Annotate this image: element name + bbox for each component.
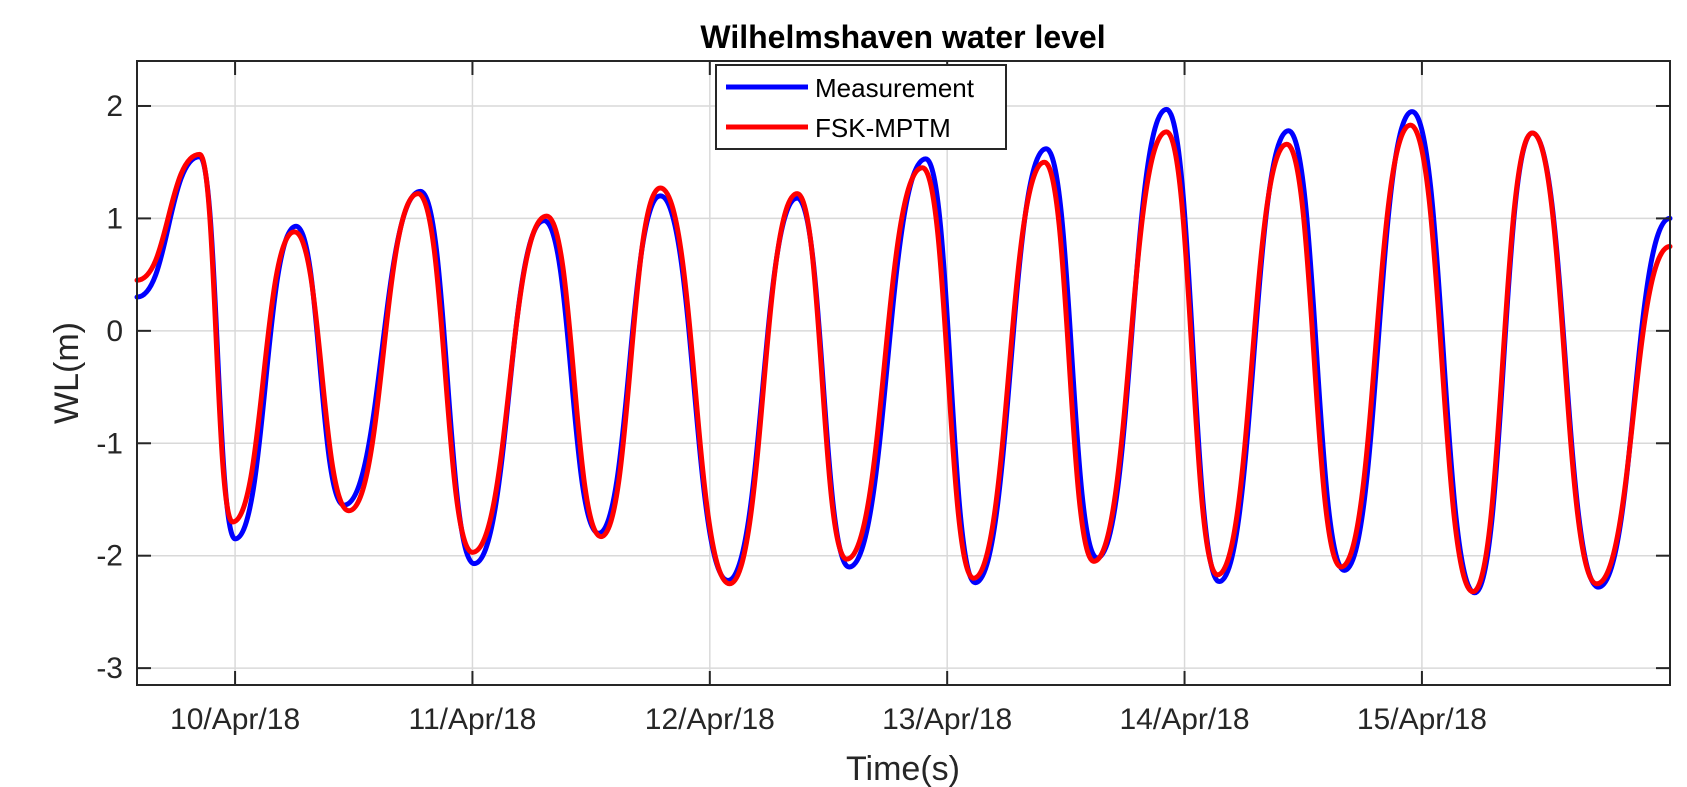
- y-tick-label: 2: [106, 90, 123, 123]
- y-tick-label: -2: [96, 540, 123, 573]
- x-tick-label: 12/Apr/18: [645, 703, 775, 736]
- x-tick-label: 10/Apr/18: [170, 703, 300, 736]
- x-axis-label: Time(s): [846, 750, 960, 787]
- x-tick-label: 13/Apr/18: [882, 703, 1012, 736]
- plot-area: [137, 61, 1670, 685]
- legend: Measurement FSK-MPTM: [715, 64, 1007, 150]
- y-tick-label: -3: [96, 652, 123, 685]
- y-axis-label: WL(m): [48, 322, 86, 424]
- legend-box: [715, 64, 1007, 150]
- x-tick-label: 11/Apr/18: [409, 703, 537, 736]
- legend-label-measurement: Measurement: [815, 73, 975, 103]
- axes-box: [136, 60, 1671, 686]
- y-tick-label: 1: [106, 202, 123, 235]
- tick-labels: -3 -2 -1 0 1 2 10/Apr/18 11/Apr/18 12/Apr/18 13/A…: [96, 90, 1487, 736]
- chart-title: Wilhelmshaven water level: [700, 19, 1105, 55]
- y-tick-label: -1: [96, 427, 123, 460]
- legend-label-fsk-mptm: FSK-MPTM: [815, 113, 951, 143]
- series-line-fsk-mptm: [134, 122, 1673, 595]
- x-tick-label: 15/Apr/18: [1357, 703, 1487, 736]
- y-tick-label: 0: [106, 315, 123, 348]
- series-layer: [134, 106, 1673, 596]
- x-tick-label: 14/Apr/18: [1120, 703, 1250, 736]
